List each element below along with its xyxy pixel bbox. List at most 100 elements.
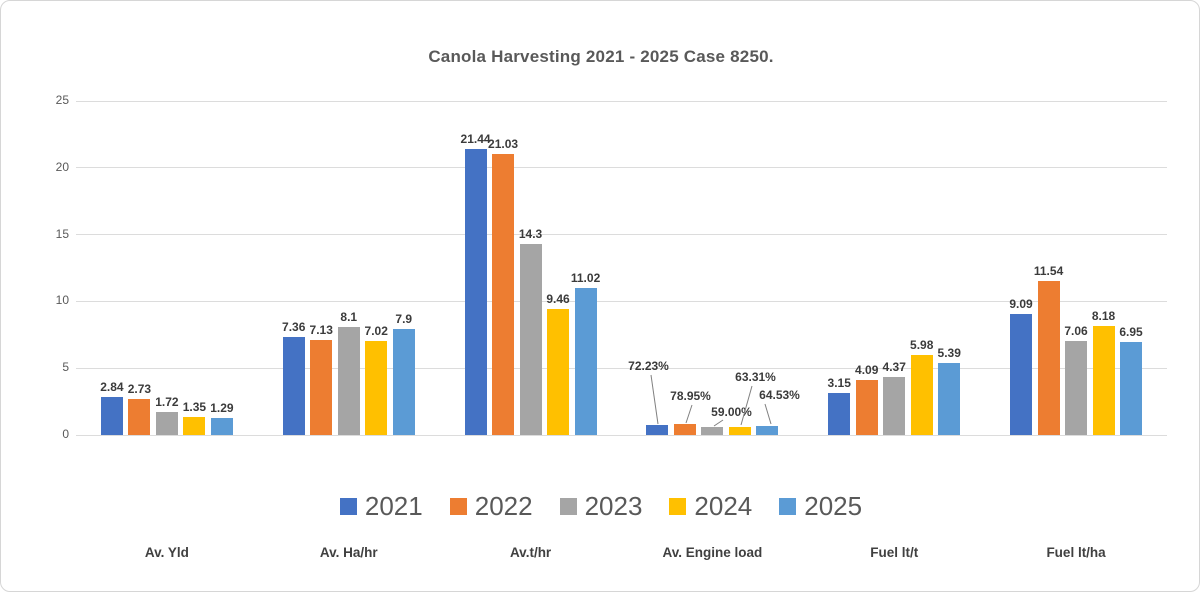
bar — [646, 425, 669, 435]
bar — [519, 243, 542, 435]
bar — [701, 427, 724, 435]
gridline — [76, 100, 1167, 102]
plot-area: 0 5 10 15 20 25 2.84 2.73 1.72 1.35 1.29 Av. Yld 7.3… — [56, 93, 1167, 560]
bar-value-label: 2.84 — [100, 380, 124, 395]
category-group: 7.36 7.13 8.1 7.02 7.9 Av. Ha/hr — [258, 101, 440, 560]
legend-label: 2023 — [584, 491, 643, 521]
bar — [100, 397, 123, 435]
bar — [574, 287, 597, 435]
bar-value-label: 1.72 — [155, 395, 179, 410]
bar-value-label: 7.13 — [309, 322, 333, 337]
bar-value-label: 9.46 — [546, 291, 570, 306]
bar — [337, 326, 360, 435]
bar — [392, 329, 415, 435]
callout-line — [650, 374, 658, 425]
y-axis-tick-label: 20 — [55, 159, 69, 174]
bar-value-label: 21.03 — [488, 137, 519, 152]
bar — [210, 417, 233, 435]
gridline — [76, 434, 1167, 436]
bar-value-label: 1.35 — [182, 399, 207, 414]
chart-title: Canola Harvesting 2021 - 2025 Case 8250. — [428, 47, 774, 66]
callout-leader-lines — [650, 374, 771, 427]
bar — [728, 426, 751, 435]
bar — [155, 412, 178, 435]
bar — [128, 398, 151, 435]
bar-value-label: 11.02 — [570, 270, 601, 285]
bar — [855, 380, 878, 435]
legend-item: 2024 — [669, 491, 752, 522]
bar — [1092, 325, 1115, 435]
bar-value-label: 3.15 — [827, 375, 851, 390]
bar-value-label: 64.53% — [759, 388, 800, 402]
bar — [828, 392, 851, 435]
legend-swatch — [669, 498, 687, 515]
gridline — [76, 167, 1167, 169]
callout-line — [685, 404, 692, 424]
bar — [547, 308, 570, 435]
y-axis-tick-label: 15 — [55, 226, 69, 241]
bar — [464, 148, 487, 435]
legend-item: 2022 — [449, 491, 533, 522]
bar-value-label: 72.23% — [628, 359, 669, 373]
category-group: 2.84 2.73 1.72 1.35 1.29 Av. Yld — [76, 101, 258, 560]
bar-value-label: 7.06 — [1064, 323, 1088, 338]
legend-swatch — [339, 498, 357, 515]
y-axis-tick-label: 25 — [55, 93, 69, 107]
callout-line — [764, 403, 771, 425]
bar — [282, 336, 305, 435]
legend-item: 2023 — [559, 491, 643, 522]
legend-item: 2021 — [339, 491, 423, 522]
category-label: Av. Ha/hr — [319, 545, 378, 560]
bar-value-label: 9.09 — [1009, 296, 1033, 311]
bar — [1065, 340, 1088, 435]
bar-value-label: 7.02 — [364, 324, 388, 339]
category-group: 21.44 21.03 14.3 9.46 11.02 Av.t/hr — [440, 101, 622, 560]
gridline — [76, 234, 1167, 236]
bar-value-label: 63.31% — [735, 370, 776, 384]
legend-label: 2025 — [804, 491, 863, 521]
y-axis-tick-label: 10 — [55, 293, 69, 308]
bar-value-label: 8.18 — [1091, 308, 1116, 323]
legend-label: 2022 — [474, 491, 533, 521]
bar-value-label: 11.54 — [1033, 263, 1064, 278]
bar-value-label: 4.09 — [855, 363, 879, 378]
bar-value-label: 8.1 — [340, 309, 358, 324]
bar-value-label: 4.37 — [882, 359, 906, 374]
y-axis-tick-label: 0 — [62, 427, 69, 441]
category-label: Av.t/hr — [509, 545, 552, 560]
legend-swatch — [559, 498, 577, 515]
bar-value-label: 1.29 — [210, 400, 234, 415]
callout-line — [713, 419, 723, 427]
bar — [910, 355, 933, 435]
category-group: 3.15 4.09 4.37 5.98 5.39 Fuel lt/t — [803, 101, 985, 560]
category-label: Fuel lt/t — [870, 545, 919, 560]
legend-item: 2025 — [779, 491, 862, 522]
bar — [883, 376, 906, 435]
bar — [365, 341, 388, 435]
bar — [492, 154, 515, 435]
legend-label: 2021 — [364, 491, 423, 521]
bar-value-label: 2.73 — [127, 381, 152, 396]
bar-value-label: 5.39 — [937, 346, 961, 360]
legend-swatch — [779, 498, 797, 515]
gridline — [76, 367, 1167, 369]
bar — [756, 426, 779, 435]
bar-value-label: 78.95% — [670, 389, 711, 403]
bar — [310, 339, 333, 435]
bar-value-label: 7.9 — [395, 312, 413, 327]
bar-value-label: 59.00% — [711, 405, 752, 419]
bar — [183, 416, 206, 435]
bar — [1037, 280, 1060, 435]
category-label: Av. Yld — [144, 545, 189, 560]
bar — [1010, 313, 1033, 435]
category-label: Av. Engine load — [662, 545, 763, 560]
bar-value-label: 5.98 — [910, 338, 934, 353]
bar-value-label: 21.44 — [460, 131, 491, 146]
legend-swatch — [449, 498, 467, 515]
bar-value-label: 7.36 — [282, 319, 306, 334]
bar-value-label: 6.95 — [1119, 325, 1143, 340]
category-group: 72.23% 78.95% 59.00% 63.31% 64.53% Av. Engine… — [622, 101, 804, 560]
legend: 2021 2022 2023 2024 2025 — [1, 491, 1199, 522]
bar — [1120, 342, 1143, 435]
